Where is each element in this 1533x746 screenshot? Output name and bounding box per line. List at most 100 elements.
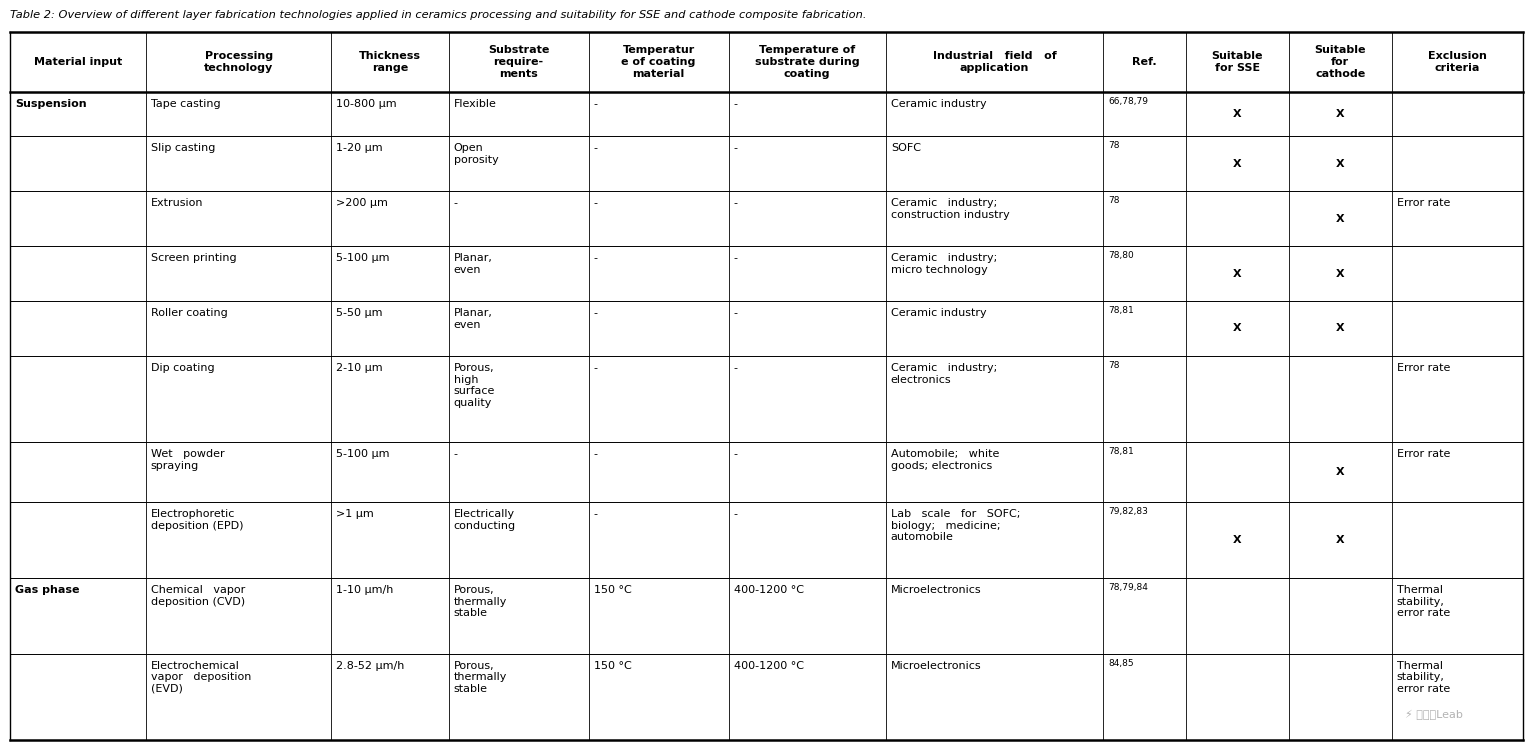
Text: 78,81: 78,81 <box>1108 447 1134 456</box>
Text: Thermal
stability,
error rate: Thermal stability, error rate <box>1397 585 1450 618</box>
Text: 66,78,79: 66,78,79 <box>1108 97 1148 106</box>
Text: Thickness
range: Thickness range <box>359 51 422 73</box>
Text: Planar,
even: Planar, even <box>454 253 492 275</box>
Text: 150 °C: 150 °C <box>593 661 632 671</box>
Text: -: - <box>734 308 737 318</box>
Text: Temperatur
e of coating
material: Temperatur e of coating material <box>621 45 696 79</box>
Text: Suitable
for SSE: Suitable for SSE <box>1211 51 1263 73</box>
Text: X: X <box>1233 159 1242 169</box>
Text: Industrial   field   of
application: Industrial field of application <box>932 51 1056 73</box>
Text: 79,82,83: 79,82,83 <box>1108 507 1148 516</box>
Text: 1-10 μm/h: 1-10 μm/h <box>336 585 394 595</box>
Text: X: X <box>1335 213 1344 224</box>
Text: X: X <box>1335 324 1344 333</box>
Text: -: - <box>734 510 737 519</box>
Text: Electrochemical
vapor   deposition
(EVD): Electrochemical vapor deposition (EVD) <box>150 661 251 694</box>
Text: 78,80: 78,80 <box>1108 251 1134 260</box>
Text: Screen printing: Screen printing <box>150 253 236 263</box>
Text: 400-1200 °C: 400-1200 °C <box>734 585 803 595</box>
Text: -: - <box>593 143 598 154</box>
Text: Ceramic   industry;
electronics: Ceramic industry; electronics <box>891 363 996 384</box>
Text: Open
porosity: Open porosity <box>454 143 498 165</box>
Text: 10-800 μm: 10-800 μm <box>336 99 397 109</box>
Text: Tape casting: Tape casting <box>150 99 221 109</box>
Text: X: X <box>1335 159 1344 169</box>
Text: 78: 78 <box>1108 361 1119 370</box>
Text: Roller coating: Roller coating <box>150 308 227 318</box>
Text: 150 °C: 150 °C <box>593 585 632 595</box>
Text: -: - <box>734 253 737 263</box>
Text: -: - <box>454 198 458 208</box>
Text: Electrophoretic
deposition (EPD): Electrophoretic deposition (EPD) <box>150 510 244 531</box>
Text: 5-100 μm: 5-100 μm <box>336 449 389 459</box>
Text: Porous,
thermally
stable: Porous, thermally stable <box>454 585 507 618</box>
Text: -: - <box>734 198 737 208</box>
Text: X: X <box>1233 324 1242 333</box>
Text: X: X <box>1233 109 1242 119</box>
Text: Gas phase: Gas phase <box>15 585 80 595</box>
Text: -: - <box>734 363 737 373</box>
Text: -: - <box>593 510 598 519</box>
Text: Wet   powder
spraying: Wet powder spraying <box>150 449 224 471</box>
Text: Error rate: Error rate <box>1397 449 1450 459</box>
Text: Thermal
stability,
error rate: Thermal stability, error rate <box>1397 661 1450 694</box>
Text: Slip casting: Slip casting <box>150 143 215 154</box>
Text: X: X <box>1233 269 1242 278</box>
Text: -: - <box>593 449 598 459</box>
Text: 1-20 μm: 1-20 μm <box>336 143 383 154</box>
Text: Material input: Material input <box>34 57 123 67</box>
Text: 78,79,84: 78,79,84 <box>1108 583 1148 592</box>
Text: X: X <box>1335 535 1344 545</box>
Text: Ceramic industry: Ceramic industry <box>891 99 986 109</box>
Text: Ceramic   industry;
construction industry: Ceramic industry; construction industry <box>891 198 1010 220</box>
Text: Dip coating: Dip coating <box>150 363 215 373</box>
Text: 400-1200 °C: 400-1200 °C <box>734 661 803 671</box>
Text: Porous,
thermally
stable: Porous, thermally stable <box>454 661 507 694</box>
Text: X: X <box>1335 109 1344 119</box>
Text: Ceramic   industry;
micro technology: Ceramic industry; micro technology <box>891 253 996 275</box>
Text: >200 μm: >200 μm <box>336 198 388 208</box>
Text: Ceramic industry: Ceramic industry <box>891 308 986 318</box>
Text: 78,81: 78,81 <box>1108 306 1134 315</box>
Text: 5-100 μm: 5-100 μm <box>336 253 389 263</box>
Text: X: X <box>1233 535 1242 545</box>
Text: Automobile;   white
goods; electronics: Automobile; white goods; electronics <box>891 449 1000 471</box>
Text: Suspension: Suspension <box>15 99 87 109</box>
Text: ⚡ 新能源Leab: ⚡ 新能源Leab <box>1406 709 1462 720</box>
Text: -: - <box>593 308 598 318</box>
Text: Processing
technology: Processing technology <box>204 51 273 73</box>
Text: Lab   scale   for   SOFC;
biology;   medicine;
automobile: Lab scale for SOFC; biology; medicine; a… <box>891 510 1019 542</box>
Text: Suitable
for
cathode: Suitable for cathode <box>1314 45 1366 79</box>
Text: Microelectronics: Microelectronics <box>891 585 981 595</box>
Text: 78: 78 <box>1108 196 1119 205</box>
Text: Electrically
conducting: Electrically conducting <box>454 510 515 531</box>
Text: Flexible: Flexible <box>454 99 497 109</box>
Text: Substrate
require-
ments: Substrate require- ments <box>487 45 549 79</box>
Text: >1 μm: >1 μm <box>336 510 374 519</box>
Text: 84,85: 84,85 <box>1108 659 1133 668</box>
Text: Error rate: Error rate <box>1397 198 1450 208</box>
Text: -: - <box>734 99 737 109</box>
Text: Planar,
even: Planar, even <box>454 308 492 330</box>
Text: -: - <box>734 449 737 459</box>
Text: 2-10 μm: 2-10 μm <box>336 363 383 373</box>
Text: Extrusion: Extrusion <box>150 198 204 208</box>
Text: -: - <box>593 99 598 109</box>
Text: -: - <box>593 253 598 263</box>
Text: X: X <box>1335 467 1344 477</box>
Text: Temperature of
substrate during
coating: Temperature of substrate during coating <box>754 45 860 79</box>
Text: Ref.: Ref. <box>1131 57 1157 67</box>
Text: SOFC: SOFC <box>891 143 921 154</box>
Text: Microelectronics: Microelectronics <box>891 661 981 671</box>
Text: 78: 78 <box>1108 142 1119 151</box>
Text: -: - <box>593 363 598 373</box>
Text: Porous,
high
surface
quality: Porous, high surface quality <box>454 363 495 408</box>
Text: 2.8-52 μm/h: 2.8-52 μm/h <box>336 661 405 671</box>
Text: 5-50 μm: 5-50 μm <box>336 308 383 318</box>
Text: -: - <box>734 143 737 154</box>
Text: X: X <box>1335 269 1344 278</box>
Text: Exclusion
criteria: Exclusion criteria <box>1427 51 1487 73</box>
Text: Error rate: Error rate <box>1397 363 1450 373</box>
Text: -: - <box>454 449 458 459</box>
Text: Table 2: Overview of different layer fabrication technologies applied in ceramic: Table 2: Overview of different layer fab… <box>11 10 866 20</box>
